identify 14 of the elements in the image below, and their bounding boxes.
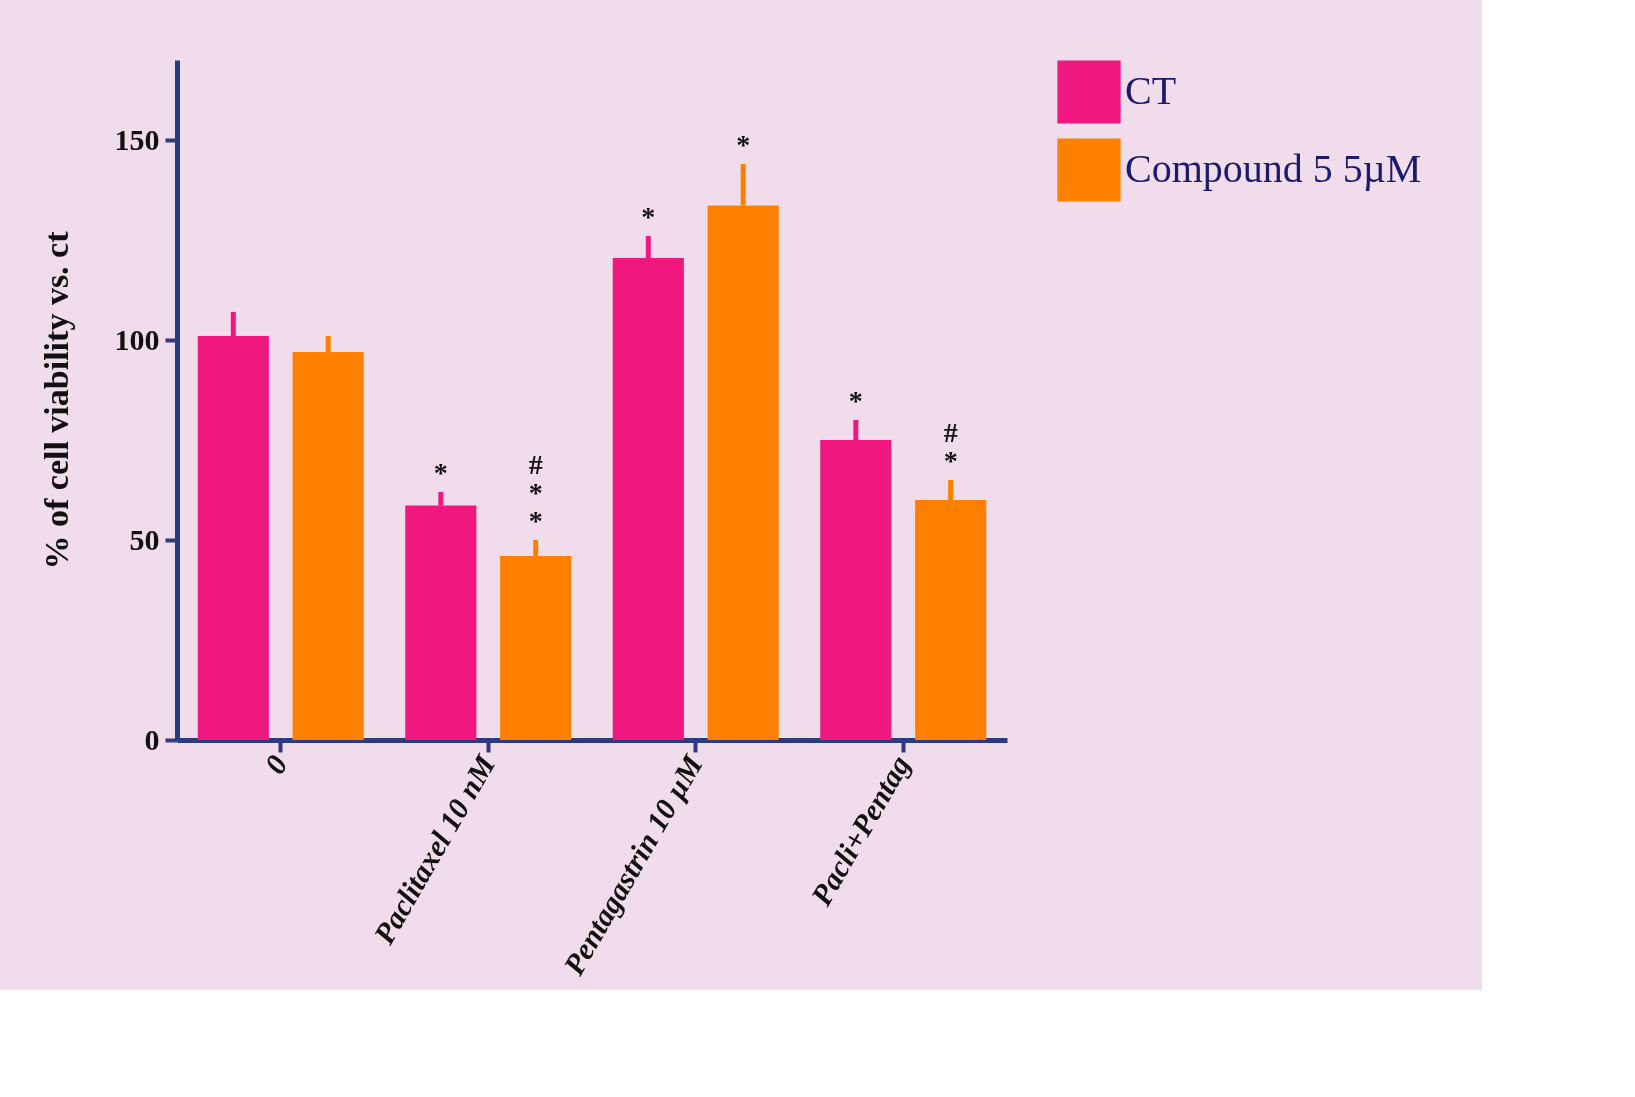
data-label: # * * (528, 449, 543, 536)
data-label: * (848, 385, 863, 416)
data-label: * (736, 129, 751, 160)
y-axis-title: % of cell viability vs. ct (37, 230, 75, 570)
legend-label: CT (1125, 68, 1177, 113)
data-label: # * (943, 417, 958, 476)
y-tick-label: 150 (114, 122, 160, 156)
y-tick-label: 100 (114, 322, 160, 356)
data-label: * (433, 457, 448, 488)
data-label: * (641, 201, 656, 232)
x-tick-label: 0 (257, 749, 294, 779)
legend-label: Compound 5 5µM (1125, 146, 1422, 191)
y-tick-label: 50 (129, 522, 160, 556)
y-tick-label: 0 (144, 722, 160, 756)
